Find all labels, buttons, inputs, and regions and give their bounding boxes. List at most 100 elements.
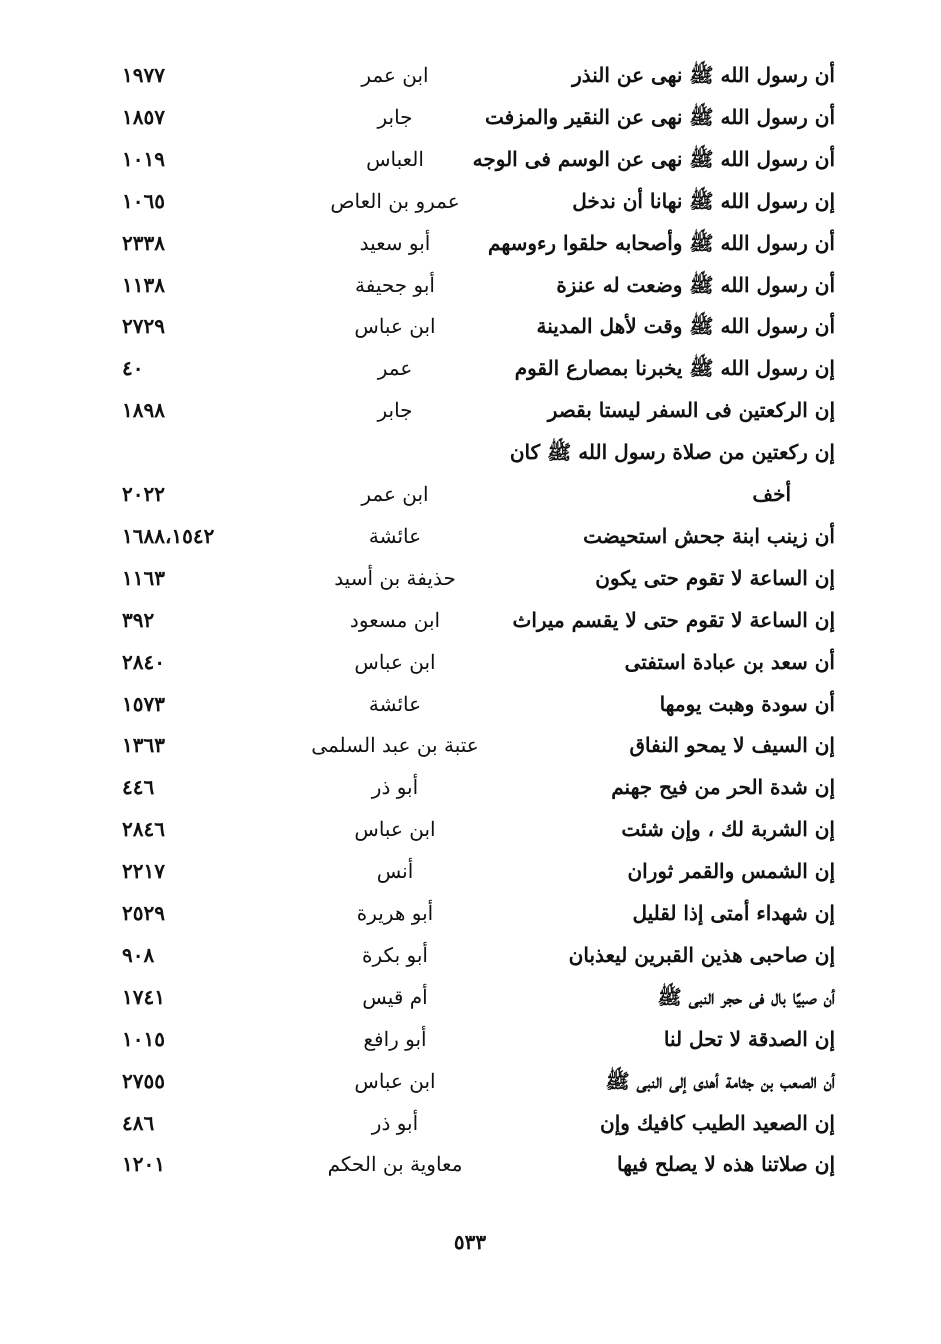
hadith-number: ١٨٥٧	[122, 104, 165, 129]
narrator: حذيفة بن أسيد	[334, 565, 456, 590]
hadith-text: إن شهداء أمتى إذا لقليل	[632, 901, 835, 925]
hadith-number: ٢٧٢٩	[122, 314, 165, 339]
hadith-text: إن السيف لا يمحو النفاق	[629, 733, 835, 758]
narrator: ابن عباس	[354, 1068, 436, 1093]
narrator: جابر	[377, 104, 413, 129]
hadith-text: أن رسول الله ﷺ نهى عن النذر	[572, 63, 835, 87]
hadith-text: أن رسول الله ﷺ نهى عن الوسم فى الوجه	[472, 146, 835, 171]
narrator: العباس	[366, 146, 424, 171]
hadith-number: ٣٩٢	[122, 607, 155, 632]
hadith-number: ٢٢١٧	[122, 859, 165, 884]
hadith-number: ٢٨٤٦	[122, 817, 165, 842]
index-row: إن الصدقة لا تحل لنا أبو رافع ١٠١٥	[0, 1019, 941, 1059]
hadith-number: ٢٠٢٢	[122, 482, 165, 506]
narrator: جابر	[377, 398, 413, 423]
hadith-number: ٢٣٣٨	[122, 230, 165, 255]
narrator: أبو جحيفة	[355, 272, 435, 297]
narrator: ابن عباس	[354, 314, 436, 339]
narrator: أنس	[376, 859, 414, 884]
index-row: أخف ابن عمر ٢٠٢٢	[0, 474, 941, 514]
index-row: إن الركعتين فى السفر ليستا بقصر جابر ١٨٩٨	[0, 390, 941, 430]
narrator: أبو بكرة	[362, 942, 428, 967]
narrator: أبو ذر	[371, 775, 419, 800]
hadith-text: أن رسول الله ﷺ نهى عن النقير والمزفت	[484, 104, 835, 129]
hadith-number: ١٥٧٣	[122, 691, 165, 716]
hadith-text: إن رسول الله ﷺ نهانا أن ندخل	[572, 188, 835, 213]
index-row: إن شهداء أمتى إذا لقليل أبو هريرة ٢٥٢٩	[0, 893, 941, 933]
hadith-text: أن رسول الله ﷺ وقت لأهل المدينة	[536, 314, 835, 339]
hadith-text: إن رسول الله ﷺ يخبرنا بمصارع القوم	[514, 356, 835, 381]
hadith-text: أخف	[752, 482, 791, 506]
narrator: عائشة	[368, 523, 422, 548]
index-row: إن الشمس والقمر ثوران أنس ٢٢١٧	[0, 851, 941, 891]
narrator: عمرو بن العاص	[330, 188, 460, 213]
hadith-number: ١١٦٣	[122, 565, 165, 590]
hadith-number: ١٨٩٨	[122, 398, 165, 423]
index-row: إن شدة الحر من فيح جهنم أبو ذر ٤٤٦	[0, 767, 941, 807]
hadith-text: إن الشربة لك ، وإن شئت	[621, 817, 835, 842]
index-row: إن رسول الله ﷺ يخبرنا بمصارع القوم عمر ٤٠	[0, 348, 941, 388]
hadith-text: أن سعد بن عبادة استفتى	[624, 649, 835, 674]
narrator: عتبة بن عبد السلمى	[311, 733, 479, 758]
index-row: أن رسول الله ﷺ نهى عن النذر ابن عمر ١٩٧٧	[0, 55, 941, 95]
hadith-text: إن شدة الحر من فيح جهنم	[611, 775, 835, 800]
hadith-text: أن رسول الله ﷺ وأصحابه حلقوا رءوسهم	[488, 230, 835, 255]
index-row: أن صبيًا بال فى حجر النبى ﷺ أم قيس ١٧٤١	[0, 977, 941, 1017]
hadith-text: إن صلاتنا هذه لا يصلح فيها	[617, 1152, 835, 1177]
hadith-number: ١٠١٥	[122, 1026, 165, 1051]
hadith-number: ٢٧٥٥	[122, 1068, 165, 1093]
index-row: أن رسول الله ﷺ وقت لأهل المدينة ابن عباس ٢…	[0, 306, 941, 346]
hadith-number: ١٢٠١	[122, 1152, 165, 1177]
hadith-text: إن الصعيد الطيب كافيك وإن	[600, 1110, 835, 1135]
index-row: إن الصعيد الطيب كافيك وإن أبو ذر ٤٨٦	[0, 1103, 941, 1143]
hadith-number: ٢٨٤٠	[122, 649, 165, 674]
hadith-text: إن الساعة لا تقوم حتى يكون	[595, 565, 835, 590]
narrator: أبو رافع	[363, 1026, 427, 1051]
narrator: ابن عمر	[361, 482, 429, 506]
hadith-number: ١٩٧٧	[122, 63, 165, 87]
page-number: ٥٣٣	[453, 1230, 487, 1254]
index-row: أن رسول الله ﷺ وأصحابه حلقوا رءوسهم أبو س…	[0, 223, 941, 263]
narrator: ابن مسعود	[349, 607, 441, 632]
hadith-text: أن رسول الله ﷺ وضعت له عنزة	[556, 272, 835, 297]
hadith-text: إن الشمس والقمر ثوران	[627, 859, 835, 884]
index-row: إن الشربة لك ، وإن شئت ابن عباس ٢٨٤٦	[0, 809, 941, 849]
index-row: أن الصعب بن جثامة أهدى إلى النبى ﷺ ابن عب…	[0, 1061, 941, 1101]
narrator: ابن عباس	[354, 649, 436, 674]
hadith-text: أن سودة وهبت يومها	[659, 691, 835, 716]
hadith-number: ٤٨٦	[122, 1110, 155, 1135]
index-row: إن صلاتنا هذه لا يصلح فيها معاوية بن الحك…	[0, 1144, 941, 1184]
hadith-text: أن صبيًا بال فى حجر النبى ﷺ	[657, 984, 835, 1009]
index-row: إن ركعتين من صلاة رسول الله ﷺ كان	[0, 432, 941, 472]
hadith-text: أن الصعب بن جثامة أهدى إلى النبى ﷺ	[605, 1068, 835, 1093]
index-row: أن سعد بن عبادة استفتى ابن عباس ٢٨٤٠	[0, 642, 941, 682]
hadith-number: ١٠١٩	[122, 146, 165, 171]
narrator: ابن عمر	[361, 63, 429, 87]
hadith-number: ١٠٦٥	[122, 188, 165, 213]
narrator: أبو ذر	[371, 1110, 419, 1135]
narrator: أبو هريرة	[356, 901, 434, 925]
narrator: أم قيس	[362, 984, 428, 1009]
hadith-text: إن الصدقة لا تحل لنا	[663, 1026, 835, 1051]
hadith-text: إن الساعة لا تقوم حتى لا يقسم ميراث	[512, 607, 835, 632]
hadith-number: ٤٤٦	[122, 775, 155, 800]
narrator: معاوية بن الحكم	[327, 1152, 463, 1177]
hadith-number: ١٣٦٣	[122, 733, 165, 758]
index-row: إن الساعة لا تقوم حتى يكون حذيفة بن أسيد ١…	[0, 558, 941, 598]
hadith-number: ١٦٨٨،١٥٤٢	[122, 523, 215, 548]
hadith-number: ٩٠٨	[122, 942, 155, 967]
narrator: عائشة	[368, 691, 422, 716]
index-row: أن رسول الله ﷺ نهى عن النقير والمزفت جابر…	[0, 97, 941, 137]
hadith-text: أن زينب ابنة جحش استحيضت	[583, 523, 835, 548]
index-row: إن السيف لا يمحو النفاق عتبة بن عبد السلم…	[0, 725, 941, 765]
index-row: إن صاحبى هذين القبرين ليعذبان أبو بكرة ٩٠٨	[0, 935, 941, 975]
hadith-number: ٢٥٢٩	[122, 901, 165, 925]
index-row: أن رسول الله ﷺ نهى عن الوسم فى الوجه العب…	[0, 139, 941, 179]
hadith-text: إن ركعتين من صلاة رسول الله ﷺ كان	[509, 440, 835, 465]
index-row: إن رسول الله ﷺ نهانا أن ندخل عمرو بن العا…	[0, 181, 941, 221]
index-row: إن الساعة لا تقوم حتى لا يقسم ميراث ابن م…	[0, 600, 941, 640]
hadith-text: إن صاحبى هذين القبرين ليعذبان	[568, 942, 835, 967]
index-row: أن سودة وهبت يومها عائشة ١٥٧٣	[0, 684, 941, 724]
narrator: أبو سعيد	[359, 230, 431, 255]
hadith-number: ١١٣٨	[122, 272, 165, 297]
